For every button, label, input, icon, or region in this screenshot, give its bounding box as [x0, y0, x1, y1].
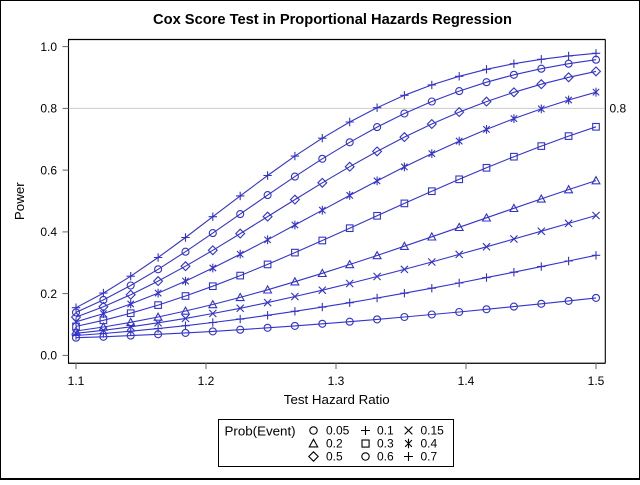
- svg-text:1.3: 1.3: [328, 374, 345, 388]
- svg-text:Cox Score Test in Proportional: Cox Score Test in Proportional Hazards R…: [153, 12, 512, 28]
- svg-text:0.05: 0.05: [326, 424, 350, 438]
- svg-text:0.3: 0.3: [377, 437, 394, 451]
- svg-text:1.0: 1.0: [40, 40, 57, 54]
- svg-text:Prob(Event): Prob(Event): [225, 423, 296, 438]
- svg-text:Test Hazard Ratio: Test Hazard Ratio: [284, 392, 390, 407]
- svg-text:Power: Power: [12, 182, 27, 220]
- svg-text:0.4: 0.4: [421, 437, 438, 451]
- svg-text:1.2: 1.2: [198, 374, 215, 388]
- svg-text:1.5: 1.5: [588, 374, 605, 388]
- svg-text:0.2: 0.2: [326, 437, 343, 451]
- svg-text:0.4: 0.4: [40, 225, 57, 239]
- svg-text:0.0: 0.0: [40, 349, 57, 363]
- svg-text:1.1: 1.1: [68, 374, 85, 388]
- svg-text:0.8: 0.8: [610, 102, 627, 116]
- svg-text:0.2: 0.2: [40, 287, 57, 301]
- svg-text:0.8: 0.8: [40, 102, 57, 116]
- svg-text:1.4: 1.4: [458, 374, 475, 388]
- svg-text:0.15: 0.15: [421, 424, 445, 438]
- svg-text:0.6: 0.6: [40, 163, 57, 177]
- svg-text:0.6: 0.6: [377, 450, 394, 464]
- svg-text:0.5: 0.5: [326, 450, 343, 464]
- svg-text:0.7: 0.7: [421, 450, 438, 464]
- svg-text:0.1: 0.1: [377, 424, 394, 438]
